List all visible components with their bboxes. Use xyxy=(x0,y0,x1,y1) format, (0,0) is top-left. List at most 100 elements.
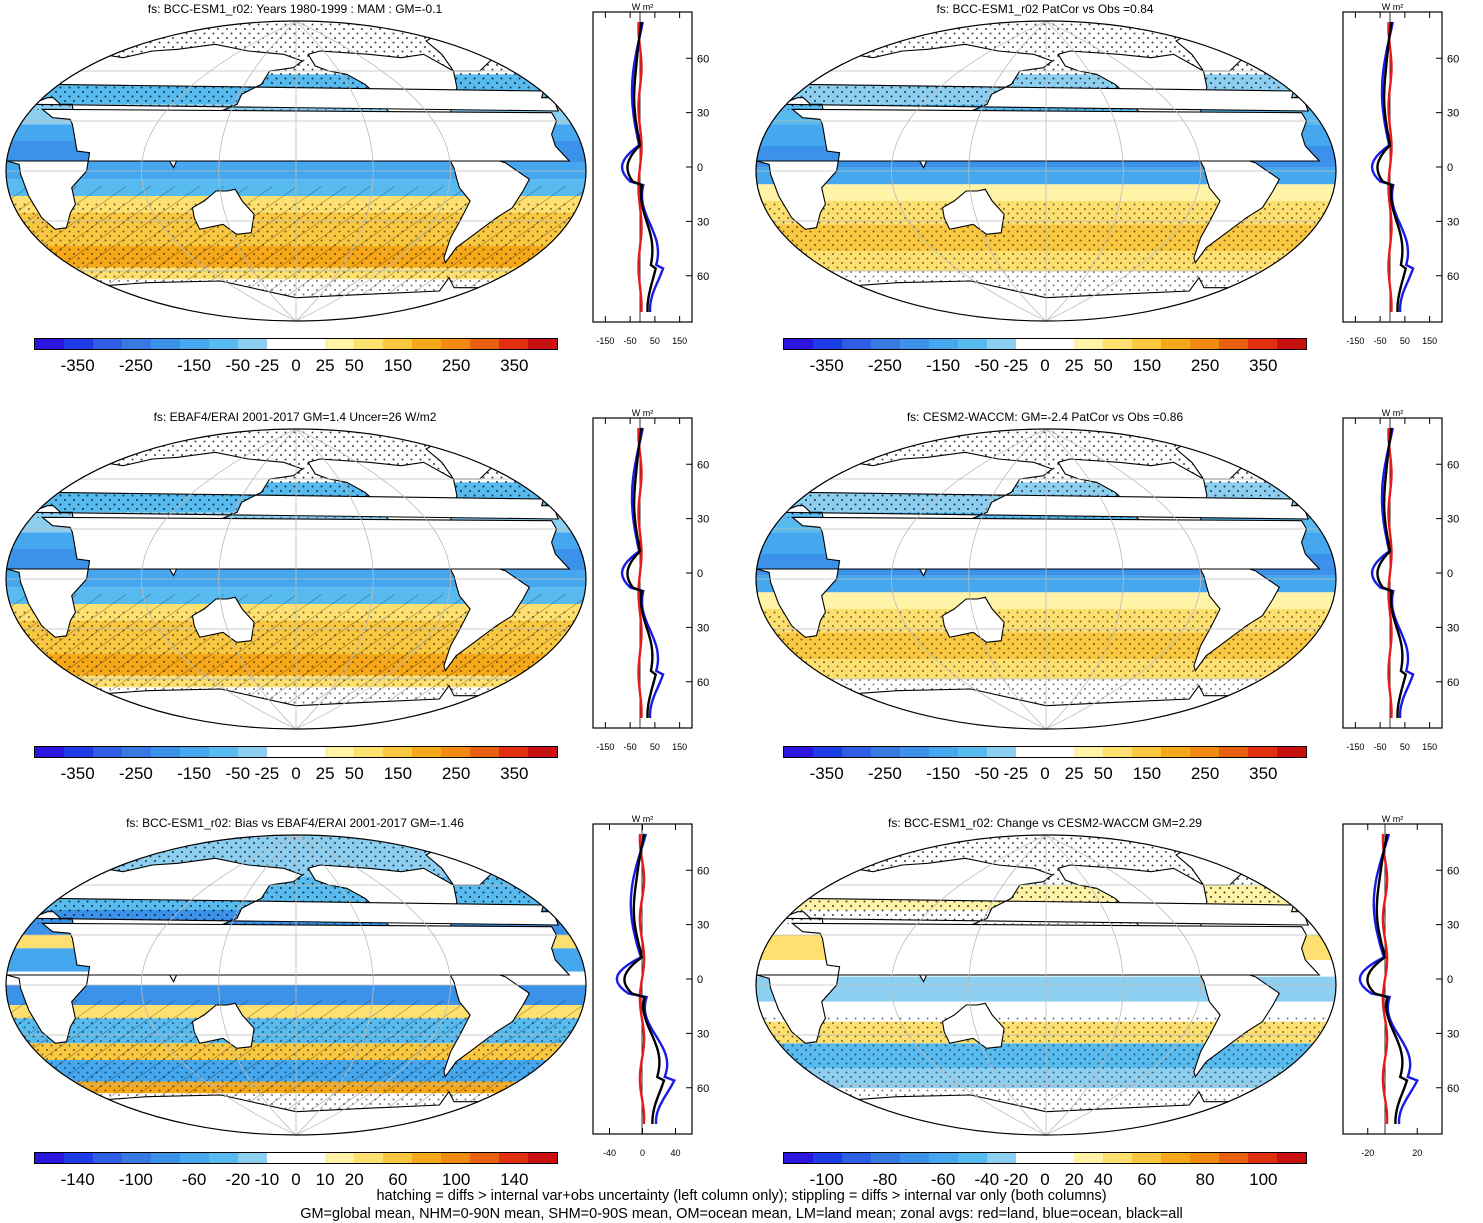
colorbar-swatch xyxy=(929,1153,958,1163)
x-tick-label: -50 xyxy=(1374,742,1387,752)
colorbar-swatch xyxy=(900,1153,929,1163)
graticule-lon xyxy=(1045,21,1124,321)
zonal-land-line xyxy=(638,833,646,1125)
zonal-units: W m² xyxy=(1382,408,1404,418)
colorbar-swatch xyxy=(180,339,209,349)
colorbar-swatch xyxy=(325,339,354,349)
zonal-frame xyxy=(1342,11,1443,323)
colorbar-swatch xyxy=(871,747,900,757)
panel-title-5: fs: BCC-ESM1_r02: Bias vs EBAF4/ERAI 200… xyxy=(126,816,464,830)
colorbar-label: 25 xyxy=(1064,356,1084,375)
graticule-lon xyxy=(1045,835,1202,1135)
x-tick-label: -20 xyxy=(1361,1148,1374,1158)
colorbar-label: 50 xyxy=(1093,356,1113,375)
colorbar-swatch xyxy=(1161,339,1190,349)
colorbar-label: 0 xyxy=(1040,1170,1050,1189)
zonal-land-line xyxy=(637,427,643,719)
colorbar-label: -350 xyxy=(809,764,844,783)
y-tick-label: 60N xyxy=(697,865,710,877)
colorbar-label: -100 xyxy=(809,1170,844,1189)
colorbar-swatch xyxy=(958,1153,987,1163)
colorbar-swatch xyxy=(267,1153,296,1163)
colorbar-swatch xyxy=(122,747,151,757)
graticule-lon xyxy=(218,429,297,729)
colorbar-swatch xyxy=(238,339,267,349)
map-frame xyxy=(755,428,1337,730)
colorbar-label: -150 xyxy=(926,764,961,783)
graticule-lon xyxy=(890,835,1047,1135)
footer-note-1: hatching = diffs > internal var+obs unce… xyxy=(376,1188,1107,1204)
panel-title-2: fs: BCC-ESM1_r02 PatCor vs Obs =0.84 xyxy=(936,2,1154,16)
colorbar-swatch xyxy=(1248,1153,1277,1163)
coastline-africa xyxy=(756,516,1321,638)
colorbar-swatch xyxy=(325,1153,354,1163)
colorbar-swatch xyxy=(499,339,528,349)
panel-title-1: fs: BCC-ESM1_r02: Years 1980-1999 : MAM … xyxy=(147,2,443,16)
y-tick-label: 60S xyxy=(1447,271,1460,283)
colorbar-swatch xyxy=(122,339,151,349)
colorbar-swatch xyxy=(151,339,180,349)
colorbar-label: -350 xyxy=(60,356,95,375)
graticule-lon xyxy=(218,21,297,321)
x-tick-label: 150 xyxy=(672,742,687,752)
colorbar-swatch xyxy=(441,747,470,757)
colorbar-swatch xyxy=(35,1153,64,1163)
x-tick-label: 20 xyxy=(1412,1148,1422,1158)
colorbar-label: 25 xyxy=(1064,764,1084,783)
colorbar-swatch xyxy=(1103,1153,1132,1163)
colorbar-label: 0 xyxy=(1040,356,1050,375)
y-tick-label: 30N xyxy=(697,920,710,932)
colorbar-label: -25 xyxy=(1003,764,1029,783)
y-tick-label: 0 xyxy=(697,162,703,174)
zonal-all-line xyxy=(1376,21,1408,312)
y-tick-label: 60S xyxy=(1447,677,1460,689)
colorbar-swatch xyxy=(784,747,813,757)
colorbar-swatch xyxy=(383,1153,412,1163)
colorbar-label: 0 xyxy=(291,356,301,375)
colorbar-label: -25 xyxy=(1003,356,1029,375)
colorbar-swatch xyxy=(900,339,929,349)
colorbar-label: 20 xyxy=(344,1170,364,1189)
y-tick-label: 30S xyxy=(1447,1028,1460,1040)
y-tick-label: 30N xyxy=(1447,920,1460,932)
colorbar-swatch xyxy=(987,1153,1016,1163)
map-panel-4 xyxy=(755,428,1337,730)
zonal-mean-plot-5: W m² -40 0 40 60N 30N 0 30S 60S xyxy=(592,814,710,1158)
zonal-all-line xyxy=(623,833,666,1125)
colorbar-label: -20 xyxy=(1003,1170,1029,1189)
colorbar-swatch xyxy=(813,339,842,349)
colorbar-swatch xyxy=(64,339,93,349)
graticule-lon xyxy=(218,835,297,1135)
colorbar-swatch xyxy=(412,1153,441,1163)
map-panel-3 xyxy=(5,428,587,730)
zonal-land-line xyxy=(637,21,643,313)
zonal-units: W m² xyxy=(632,2,654,12)
colorbar-label: 0 xyxy=(291,764,301,783)
colorbar-swatch xyxy=(987,747,1016,757)
zonal-frame xyxy=(1342,417,1443,729)
colorbar-label: -150 xyxy=(926,356,961,375)
colorbar-swatch xyxy=(354,1153,383,1163)
coastline-africa xyxy=(756,922,1321,1044)
colorbar-swatch xyxy=(1219,1153,1248,1163)
y-tick-label: 30N xyxy=(1447,514,1460,526)
zonal-all-line xyxy=(626,21,658,312)
zonal-land-line xyxy=(1381,833,1389,1125)
colorbar-label: -250 xyxy=(118,356,153,375)
colorbar-swatch xyxy=(1074,747,1103,757)
y-tick-label: 0 xyxy=(1447,162,1453,174)
zonal-mean-plot-6: W m² -20 20 60N 30N 0 30S 60S xyxy=(1342,814,1460,1158)
x-tick-label: 50 xyxy=(650,336,660,346)
colorbar-swatch xyxy=(441,1153,470,1163)
colorbar-5 xyxy=(34,1152,558,1164)
colorbar-6 xyxy=(783,1152,1307,1164)
colorbar-label: -250 xyxy=(867,356,902,375)
colorbar-label: -80 xyxy=(872,1170,898,1189)
graticule-lon xyxy=(140,21,297,321)
colorbar-swatch xyxy=(784,1153,813,1163)
colorbar-label: -250 xyxy=(118,764,153,783)
colorbar-label: 50 xyxy=(344,356,364,375)
colorbar-label: -20 xyxy=(225,1170,251,1189)
zonal-units: W m² xyxy=(1382,814,1404,824)
zonal-ocean-line xyxy=(620,21,665,313)
